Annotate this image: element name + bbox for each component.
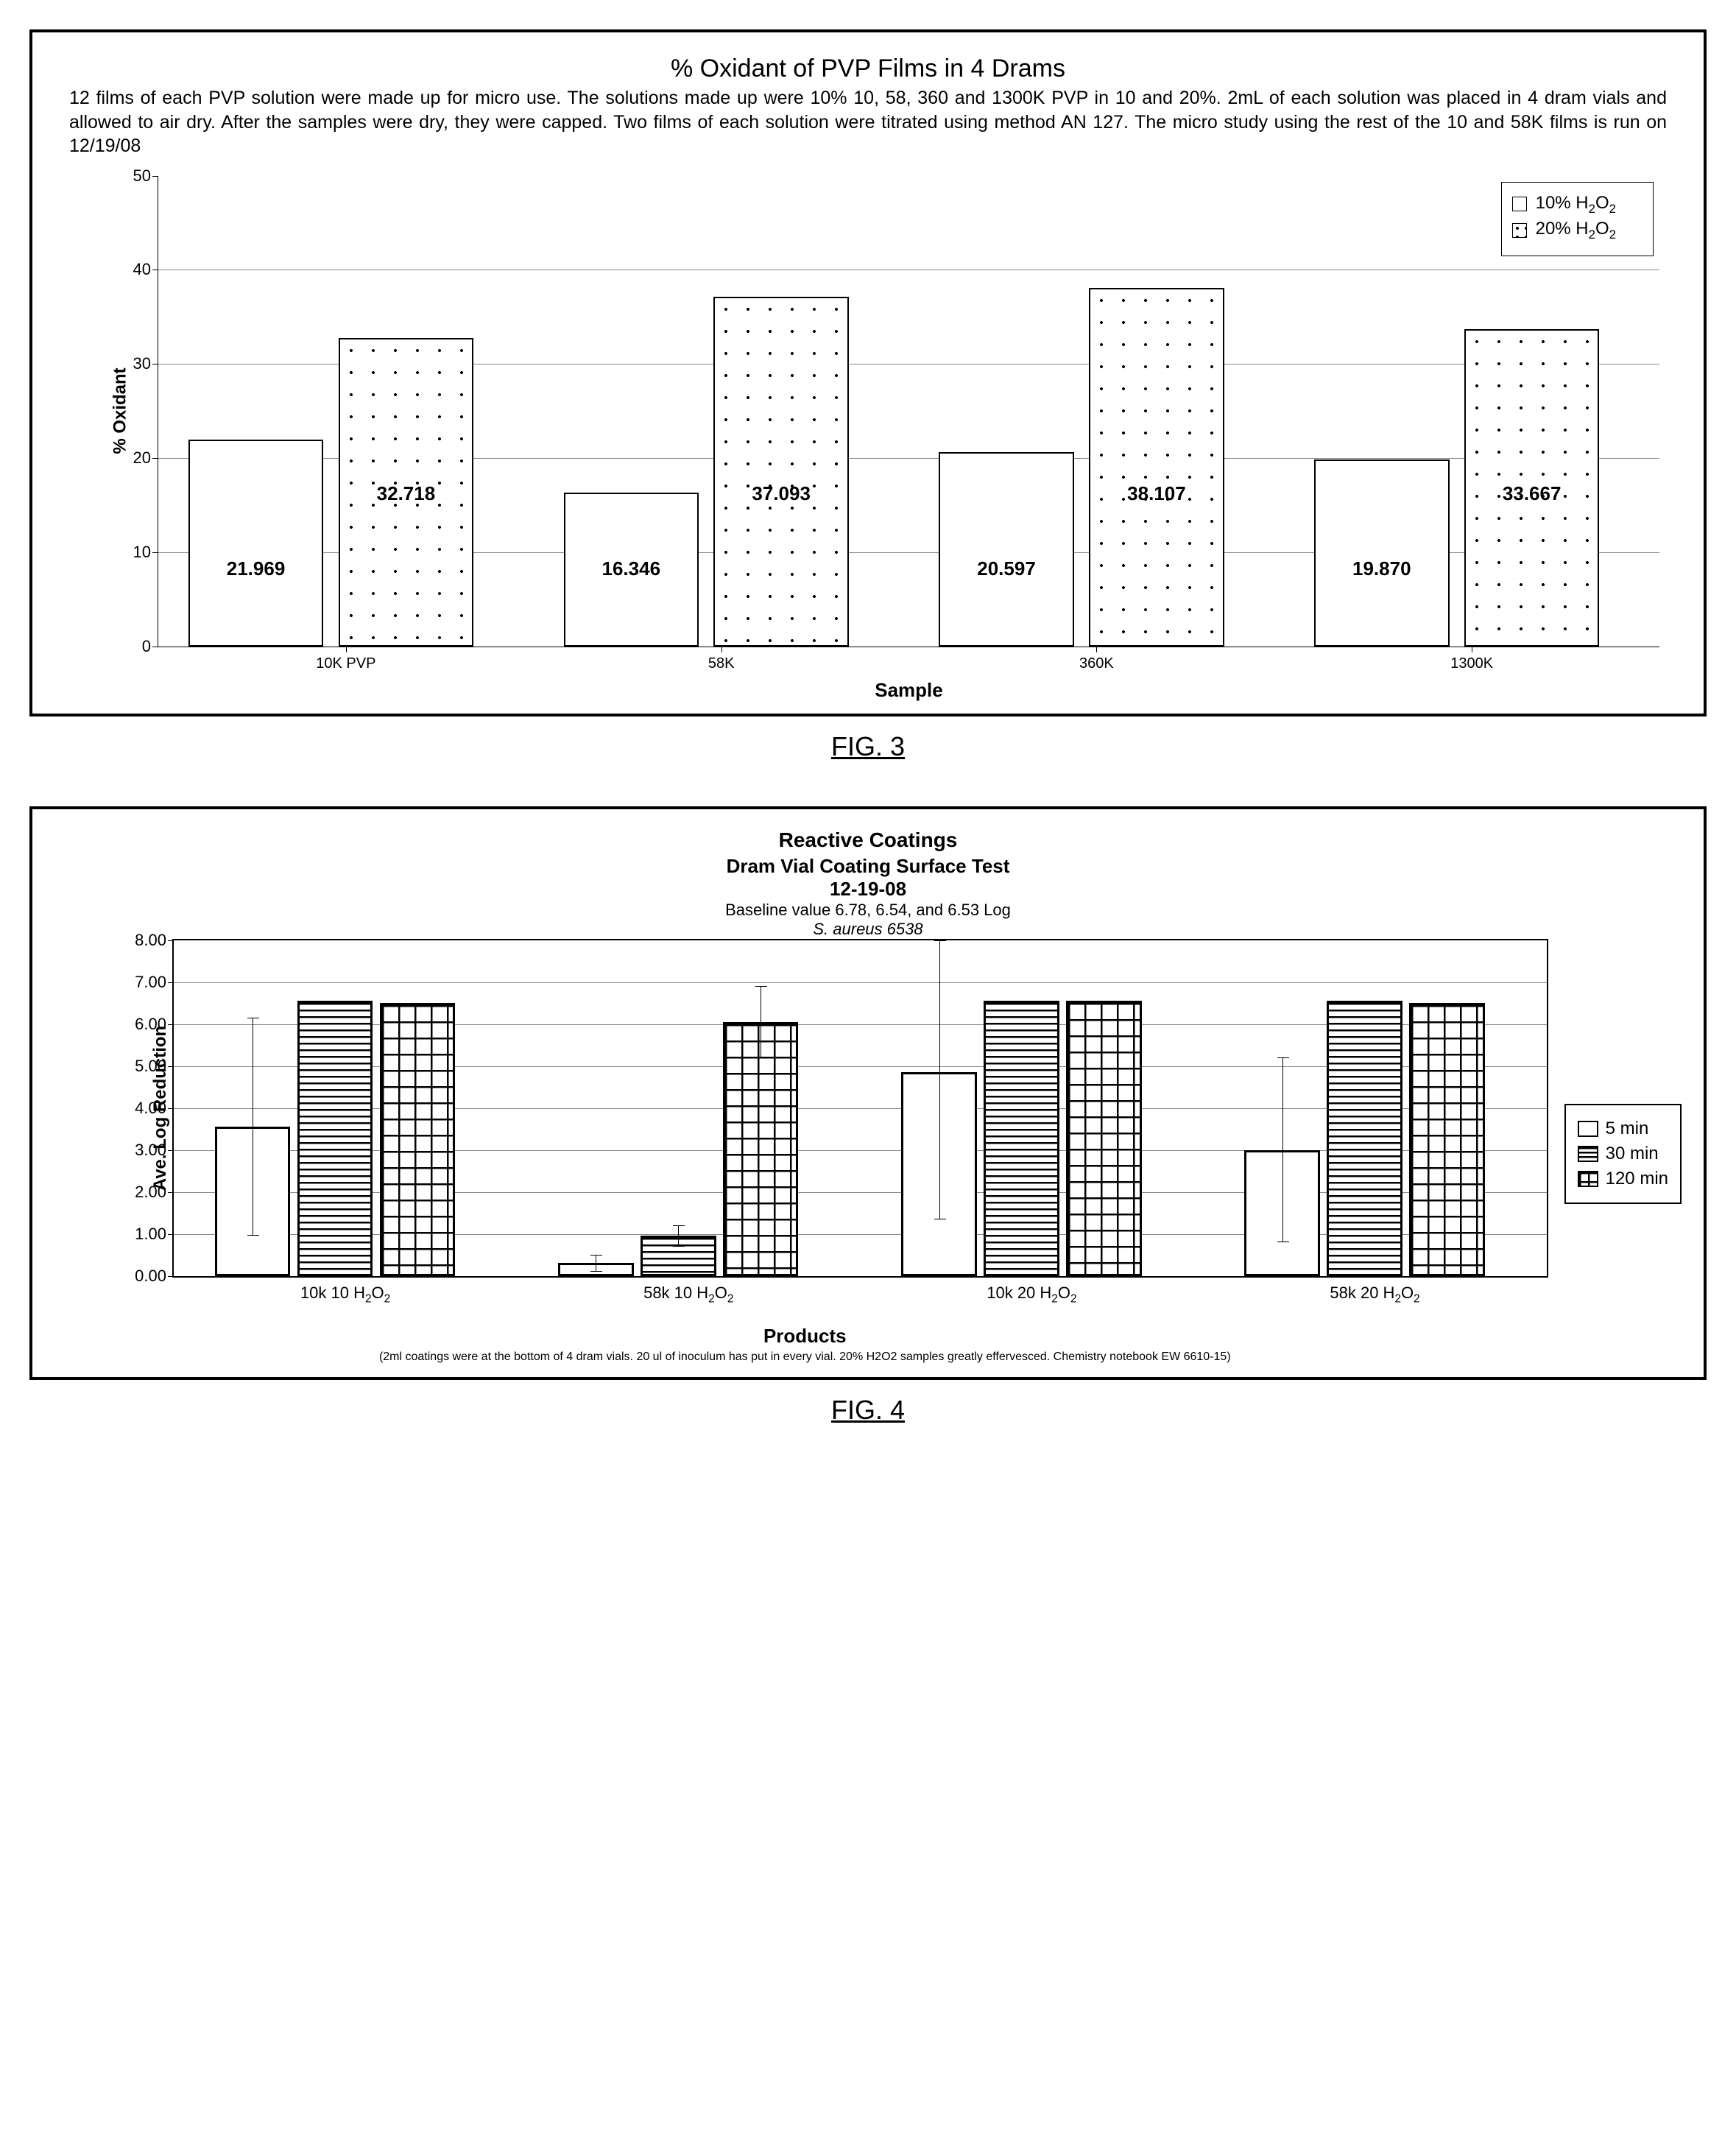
legend-row-series1: 10% H2O2	[1512, 193, 1616, 216]
chart1-group: 16.34637.09358K	[534, 176, 909, 647]
chart2-bar	[297, 1001, 373, 1275]
legend-row-5min: 5 min	[1578, 1119, 1668, 1139]
chart2-ytick: 1.00	[125, 1225, 166, 1244]
chart2-ytick: 2.00	[125, 1183, 166, 1202]
chart2-group: 58k 10 H2O2	[517, 940, 860, 1276]
chart2-footnote: (2ml coatings were at the bottom of 4 dr…	[84, 1351, 1526, 1364]
chart1-value-label: 19.870	[1352, 557, 1411, 580]
chart2-bar	[984, 1001, 1059, 1275]
chart2-error-bar	[678, 1225, 679, 1247]
chart2-category-label: 58k 20 H2O2	[1203, 1276, 1546, 1306]
chart1-bar	[713, 297, 849, 646]
chart1-value-label: 37.093	[752, 482, 811, 505]
chart1-value-label: 16.346	[602, 557, 661, 580]
chart1-ytick: 40	[121, 260, 151, 279]
legend-label-5min: 5 min	[1606, 1119, 1649, 1139]
chart2-bar	[380, 1003, 456, 1276]
legend-swatch-grid-icon	[1578, 1171, 1598, 1187]
chart1-groups: 21.96932.71810K PVP16.34637.09358K20.597…	[158, 176, 1659, 647]
chart2-titleblock: Reactive Coatings Dram Vial Coating Surf…	[54, 828, 1682, 939]
legend-swatch-dots	[1512, 223, 1527, 238]
chart2-title2: Dram Vial Coating Surface Test	[54, 855, 1682, 878]
chart1-title: % Oxidant of PVP Films in 4 Drams	[54, 54, 1682, 83]
chart2-legend: 5 min 30 min 120 min	[1564, 1104, 1682, 1204]
chart1-ytick: 50	[121, 166, 151, 186]
chart1-group: 21.96932.71810K PVP	[158, 176, 534, 647]
chart2-ytick: 0.00	[125, 1267, 166, 1286]
legend-swatch-hlines-icon	[1578, 1146, 1598, 1162]
chart2-bar	[723, 1022, 799, 1276]
chart1-xlabel: Sample	[158, 647, 1659, 702]
chart2-area: Ave. Log Reduction 10k 10 H2O258k 10 H2O…	[128, 939, 1556, 1322]
chart2-ytick: 7.00	[125, 973, 166, 992]
chart2-error-bar	[939, 940, 940, 1219]
chart1-value-label: 21.969	[227, 557, 286, 580]
legend-swatch-plain	[1512, 197, 1527, 211]
chart2-groups: 10k 10 H2O258k 10 H2O210k 20 H2O258k 20 …	[174, 940, 1547, 1276]
chart2-ytick: 4.00	[125, 1099, 166, 1118]
chart2-bar	[1327, 1001, 1402, 1275]
legend-row-30min: 30 min	[1578, 1144, 1668, 1164]
chart2-title1: Reactive Coatings	[54, 828, 1682, 852]
chart1-ytick: 10	[121, 543, 151, 562]
chart2-ytick: 8.00	[125, 931, 166, 950]
chart1-bar	[939, 452, 1074, 646]
legend-row-120min: 120 min	[1578, 1169, 1668, 1189]
chart1-bar	[1089, 288, 1224, 647]
chart1-value-label: 32.718	[377, 482, 436, 505]
chart2-layout: Ave. Log Reduction 10k 10 H2O258k 10 H2O…	[54, 939, 1682, 1370]
chart2-ytick: 6.00	[125, 1015, 166, 1034]
chart1-value-label: 20.597	[977, 557, 1036, 580]
chart2-bar	[1409, 1003, 1485, 1276]
chart1-description: 12 films of each PVP solution were made …	[69, 86, 1667, 158]
chart2-group: 58k 20 H2O2	[1203, 940, 1546, 1276]
chart1-bar	[188, 440, 324, 647]
chart2-group: 10k 20 H2O2	[860, 940, 1203, 1276]
legend-label-2: 20% H2O2	[1536, 219, 1616, 242]
chart1-plot: % Oxidant 10% H2O2 20% H2O2 21.96932.718…	[158, 176, 1659, 647]
legend-label-1: 10% H2O2	[1536, 193, 1616, 216]
chart1-ylabel: % Oxidant	[110, 367, 131, 454]
chart1-ytick: 20	[121, 448, 151, 468]
chart2-plot: Ave. Log Reduction 10k 10 H2O258k 10 H2O…	[172, 939, 1548, 1278]
chart1-bar	[1314, 459, 1450, 647]
chart2-subtitle2: S. aureus 6538	[54, 920, 1682, 939]
chart2-ytick: 3.00	[125, 1141, 166, 1160]
chart1-legend: 10% H2O2 20% H2O2	[1501, 182, 1654, 257]
chart1-ytick: 0	[121, 637, 151, 656]
chart2-category-label: 10k 20 H2O2	[860, 1276, 1203, 1306]
figure-4-caption: FIG. 4	[29, 1395, 1707, 1426]
chart2-category-label: 10k 10 H2O2	[174, 1276, 517, 1306]
chart1-value-label: 38.107	[1127, 482, 1186, 505]
chart1-area: % Oxidant 10% H2O2 20% H2O2 21.969 32.718…	[113, 176, 1667, 706]
chart1-value-label: 33.667	[1503, 482, 1562, 505]
chart2-ytick: 5.00	[125, 1057, 166, 1076]
legend-swatch-plain-icon	[1578, 1121, 1598, 1137]
chart1-group: 20.59738.107360K	[909, 176, 1285, 647]
chart2-subtitle1: Baseline value 6.78, 6.54, and 6.53 Log	[54, 901, 1682, 920]
figure-3-caption: FIG. 3	[29, 731, 1707, 762]
legend-row-series2: 20% H2O2	[1512, 219, 1616, 242]
chart2-bar	[1066, 1001, 1142, 1275]
chart2-title3: 12-19-08	[54, 878, 1682, 901]
figure-4-panel: Reactive Coatings Dram Vial Coating Surf…	[29, 806, 1707, 1380]
chart2-group: 10k 10 H2O2	[174, 940, 517, 1276]
chart1-ytick: 30	[121, 354, 151, 373]
chart2-xlabel: Products	[54, 1325, 1556, 1348]
chart2-category-label: 58k 10 H2O2	[517, 1276, 860, 1306]
legend-label-30min: 30 min	[1606, 1144, 1659, 1164]
figure-3-panel: % Oxidant of PVP Films in 4 Drams 12 fil…	[29, 29, 1707, 716]
legend-label-120min: 120 min	[1606, 1169, 1668, 1189]
chart2-error-bar	[1282, 1057, 1283, 1242]
